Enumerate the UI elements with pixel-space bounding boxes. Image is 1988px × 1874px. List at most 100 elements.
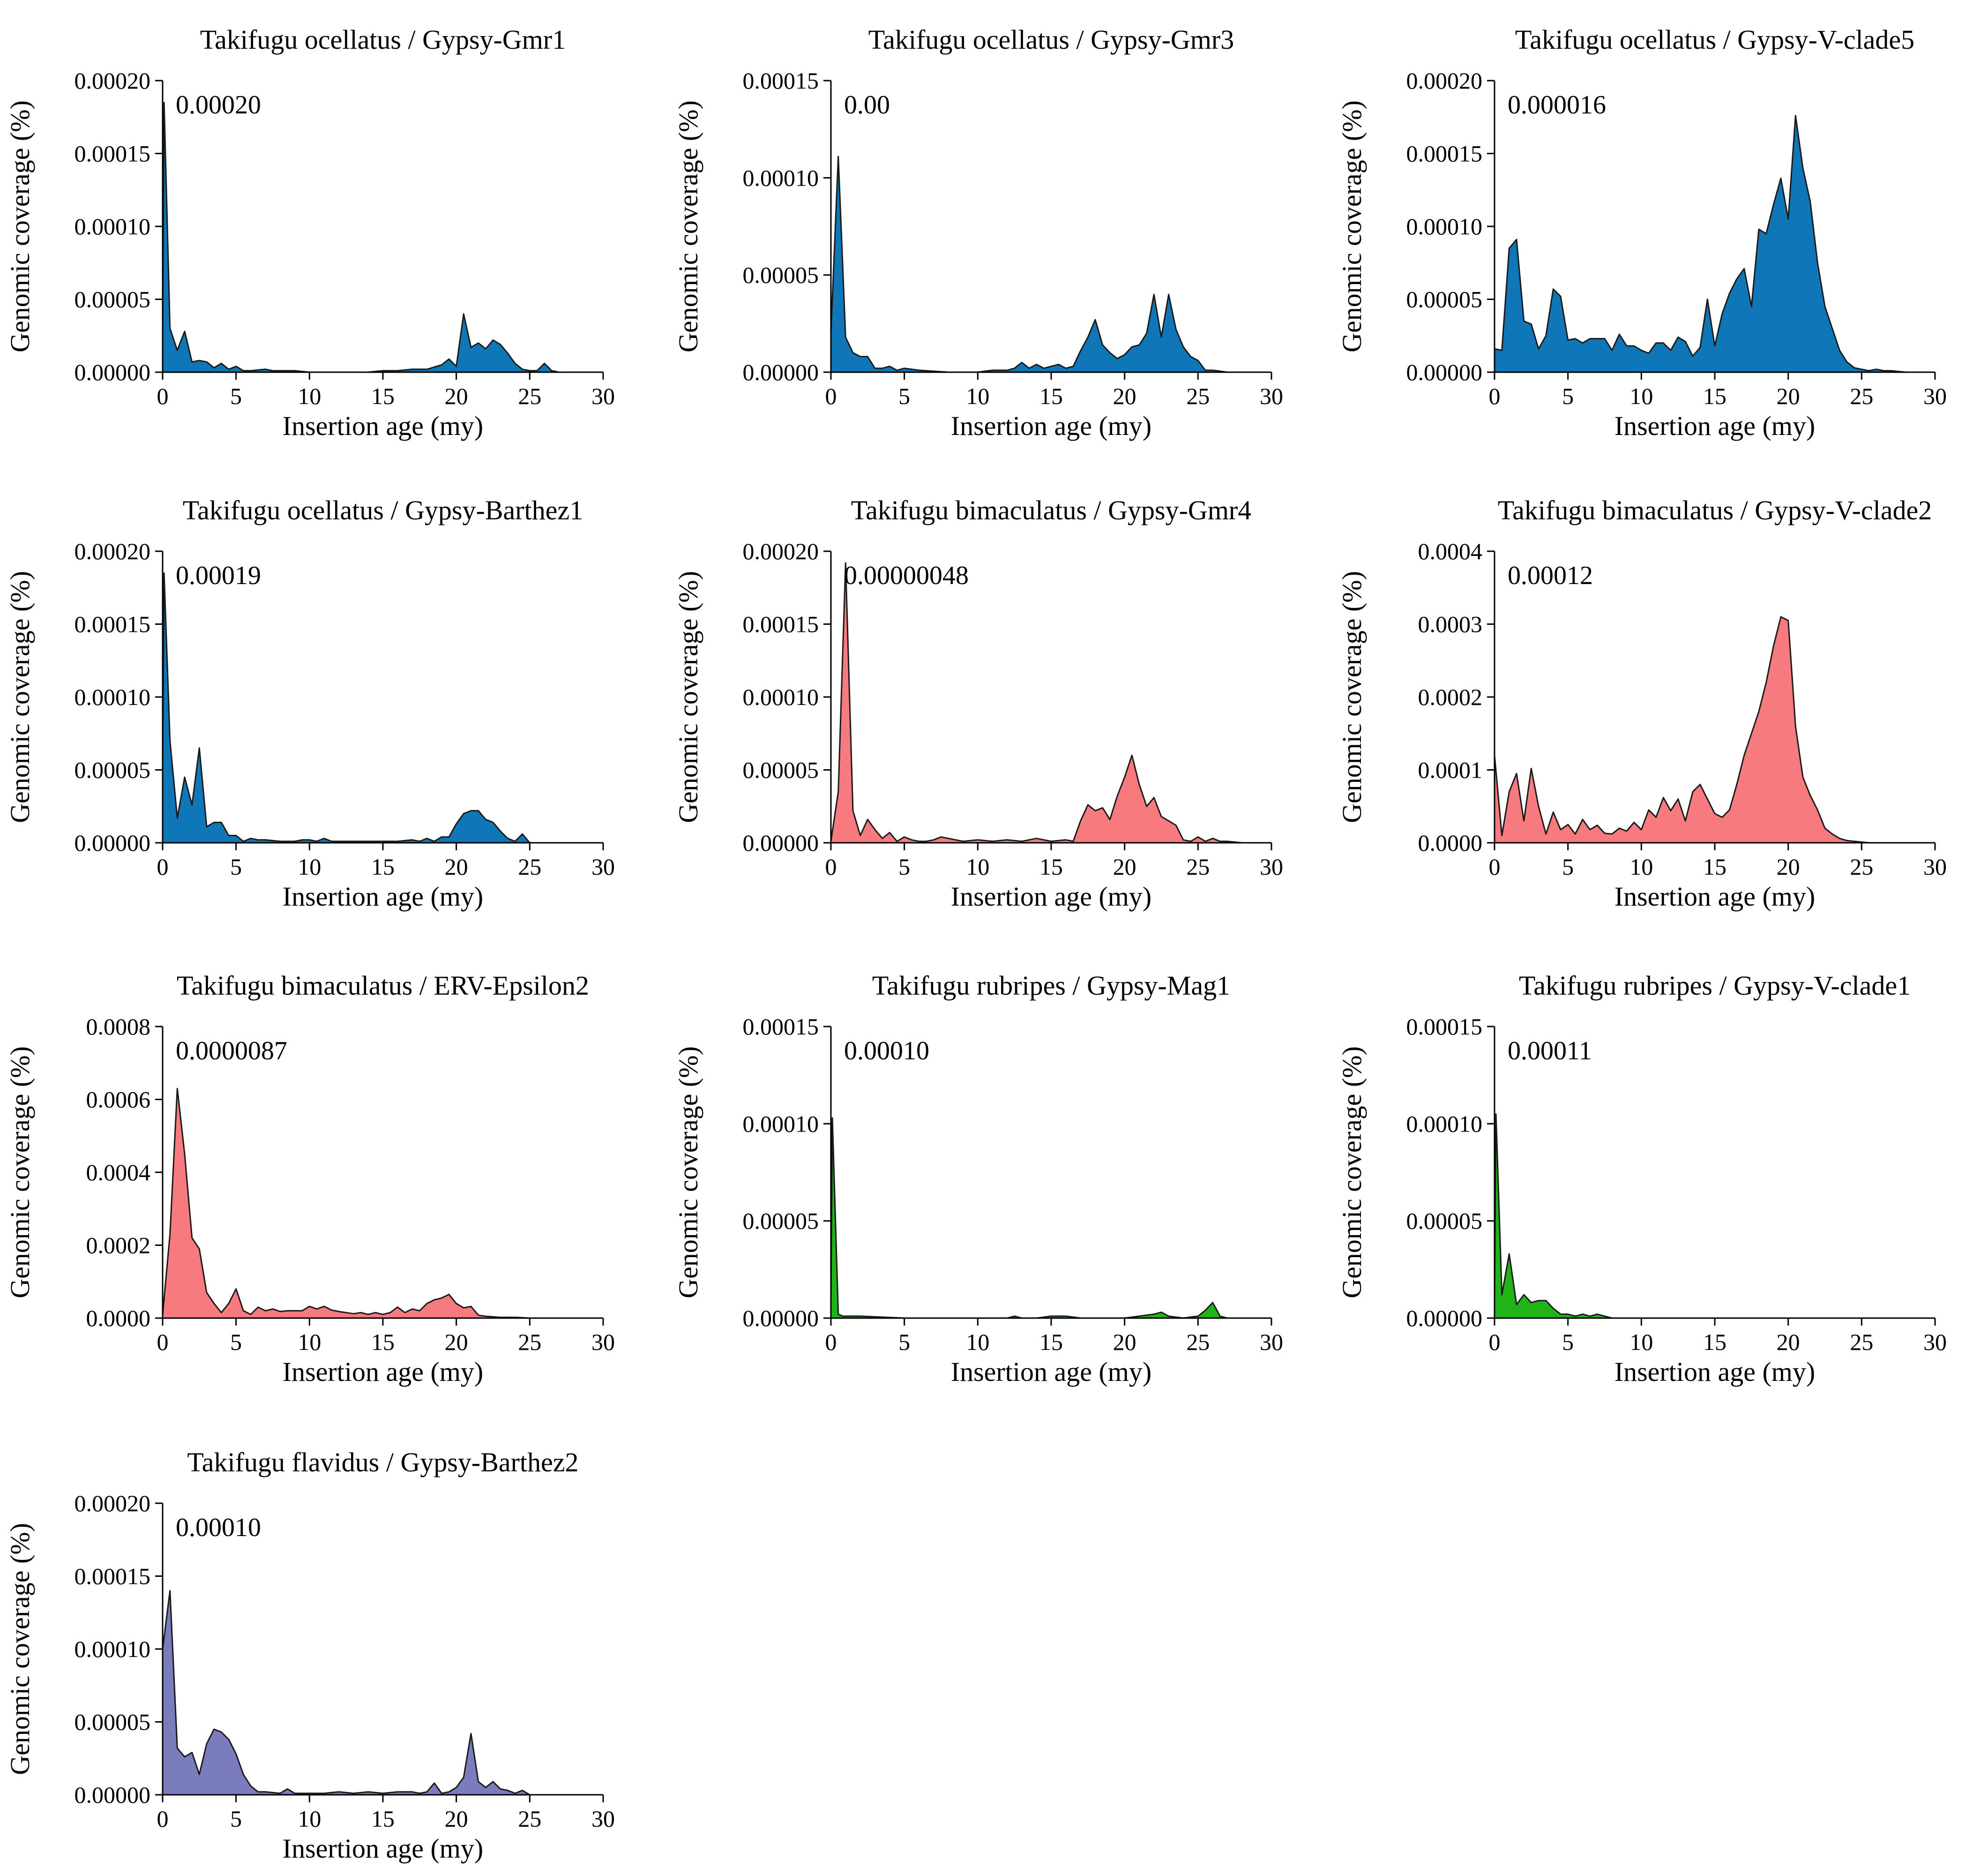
annotation-value: 0.00010: [844, 1036, 929, 1065]
y-axis-label: Genomic coverage (%): [5, 571, 35, 823]
x-tick-label: 10: [298, 1329, 321, 1355]
x-tick-label: 10: [1629, 383, 1653, 409]
y-tick-label: 0.00015: [1406, 1013, 1483, 1040]
y-tick-label: 0.0008: [86, 1013, 151, 1040]
chart-title: Takifugu bimaculatus / ERV-Epsilon2: [177, 970, 589, 1001]
x-tick-label: 25: [1850, 1329, 1873, 1355]
chart-title: Takifugu bimaculatus / Gypsy-V-clade2: [1498, 495, 1932, 525]
x-axis-label: Insertion age (my): [1614, 881, 1815, 912]
x-tick-label: 0: [825, 1329, 837, 1355]
area-series: [830, 1117, 1228, 1319]
x-tick-label: 20: [1113, 1329, 1136, 1355]
x-axis-label: Insertion age (my): [951, 881, 1151, 912]
annotation-value: 0.00010: [176, 1513, 261, 1542]
chart-panel: Takifugu ocellatus / Gypsy-Gmr1 0 5 10 15 20 2…: [5, 24, 615, 441]
x-tick-label: 0: [157, 383, 169, 409]
y-tick-label: 0.00005: [1406, 1208, 1483, 1234]
x-tick-label: 25: [1850, 854, 1873, 880]
y-axis-label: Genomic coverage (%): [5, 1523, 35, 1775]
chart-panel: Takifugu ocellatus / Gypsy-Gmr3 0 5 10 15 20 2…: [673, 24, 1283, 441]
y-tick-label: 0.00000: [1406, 359, 1483, 385]
y-tick-label: 0.00005: [75, 286, 151, 313]
x-tick-label: 30: [1923, 1329, 1947, 1355]
y-tick-label: 0.00020: [1406, 67, 1483, 94]
y-tick-label: 0.00020: [743, 538, 819, 564]
x-tick-label: 10: [1629, 1329, 1653, 1355]
chart-title: Takifugu rubripes / Gypsy-V-clade1: [1519, 970, 1911, 1001]
annotation-value: 0.00012: [1508, 561, 1593, 590]
y-axis-label: Genomic coverage (%): [673, 1046, 703, 1298]
chart-title: Takifugu bimaculatus / Gypsy-Gmr4: [851, 495, 1252, 525]
x-tick-label: 0: [1489, 854, 1501, 880]
area-series: [162, 102, 560, 373]
x-tick-label: 15: [371, 854, 395, 880]
x-tick-label: 10: [1629, 854, 1653, 880]
chart-panel: Takifugu ocellatus / Gypsy-V-clade5 0 5 10 1…: [1337, 24, 1947, 441]
annotation-value: 0.00020: [176, 90, 261, 120]
y-tick-label: 0.00000: [1406, 1305, 1483, 1331]
y-axis-label: Genomic coverage (%): [1337, 571, 1367, 823]
y-tick-label: 0.00005: [743, 1208, 819, 1234]
chart-title: Takifugu rubripes / Gypsy-Mag1: [872, 970, 1230, 1001]
y-tick-label: 0.0004: [1418, 538, 1483, 564]
y-tick-label: 0.00010: [1406, 1110, 1483, 1137]
y-axis-label: Genomic coverage (%): [5, 1046, 35, 1298]
y-axis-label: Genomic coverage (%): [5, 100, 35, 352]
y-axis-label: Genomic coverage (%): [1337, 100, 1367, 352]
x-tick-label: 10: [966, 1329, 989, 1355]
x-tick-label: 5: [230, 383, 242, 409]
x-tick-label: 20: [445, 1806, 468, 1832]
x-tick-label: 10: [298, 854, 321, 880]
x-tick-label: 20: [1777, 383, 1800, 409]
y-axis-label: Genomic coverage (%): [673, 100, 703, 352]
x-tick-label: 25: [1186, 854, 1210, 880]
y-tick-label: 0.00015: [743, 611, 819, 637]
area-series: [1494, 616, 1870, 844]
annotation-value: 0.00000048: [844, 561, 969, 590]
annotation-value: 0.00011: [1508, 1036, 1592, 1065]
y-tick-label: 0.00005: [75, 1709, 151, 1735]
annotation-value: 0.0000087: [176, 1036, 287, 1065]
area-series: [162, 1590, 531, 1796]
annotation-value: 0.00019: [176, 561, 261, 590]
chart-panel: Takifugu flavidus / Gypsy-Barthez2 0 5 10 15…: [5, 1447, 615, 1864]
x-tick-label: 30: [1260, 1329, 1283, 1355]
x-tick-label: 15: [1703, 854, 1726, 880]
x-tick-label: 5: [230, 1329, 242, 1355]
x-tick-label: 30: [1260, 383, 1283, 409]
x-tick-label: 0: [157, 1806, 169, 1832]
y-tick-label: 0.00015: [75, 1563, 151, 1589]
x-tick-label: 5: [1562, 383, 1574, 409]
y-tick-label: 0.00015: [743, 67, 819, 94]
y-tick-label: 0.0002: [1418, 684, 1483, 710]
x-tick-label: 30: [591, 1329, 615, 1355]
y-tick-label: 0.00000: [743, 359, 819, 385]
y-tick-label: 0.0002: [86, 1232, 151, 1259]
y-tick-label: 0.00015: [743, 1013, 819, 1040]
x-tick-label: 20: [1113, 854, 1136, 880]
x-tick-label: 5: [230, 1806, 242, 1832]
y-tick-label: 0.00020: [75, 538, 151, 564]
x-axis-label: Insertion age (my): [951, 1357, 1151, 1387]
y-tick-label: 0.00000: [75, 830, 151, 856]
y-tick-label: 0.00005: [75, 757, 151, 783]
y-tick-label: 0.00015: [75, 611, 151, 637]
area-series: [830, 562, 1243, 844]
y-tick-label: 0.00010: [743, 165, 819, 191]
x-tick-label: 25: [518, 854, 541, 880]
chart-panel: Takifugu ocellatus / Gypsy-Barthez1 0 5 10 1…: [5, 495, 615, 912]
x-tick-label: 15: [1703, 1329, 1726, 1355]
x-tick-label: 25: [1850, 383, 1873, 409]
x-tick-label: 25: [518, 1329, 541, 1355]
x-tick-label: 30: [591, 383, 615, 409]
x-tick-label: 15: [1703, 383, 1726, 409]
x-tick-label: 5: [1562, 854, 1574, 880]
x-tick-label: 15: [371, 1329, 395, 1355]
annotation-value: 0.000016: [1508, 90, 1606, 120]
x-tick-label: 10: [966, 383, 989, 409]
x-tick-label: 0: [1489, 1329, 1501, 1355]
y-tick-label: 0.00005: [1406, 286, 1483, 313]
x-axis-label: Insertion age (my): [283, 881, 483, 912]
y-tick-label: 0.00010: [743, 1110, 819, 1137]
